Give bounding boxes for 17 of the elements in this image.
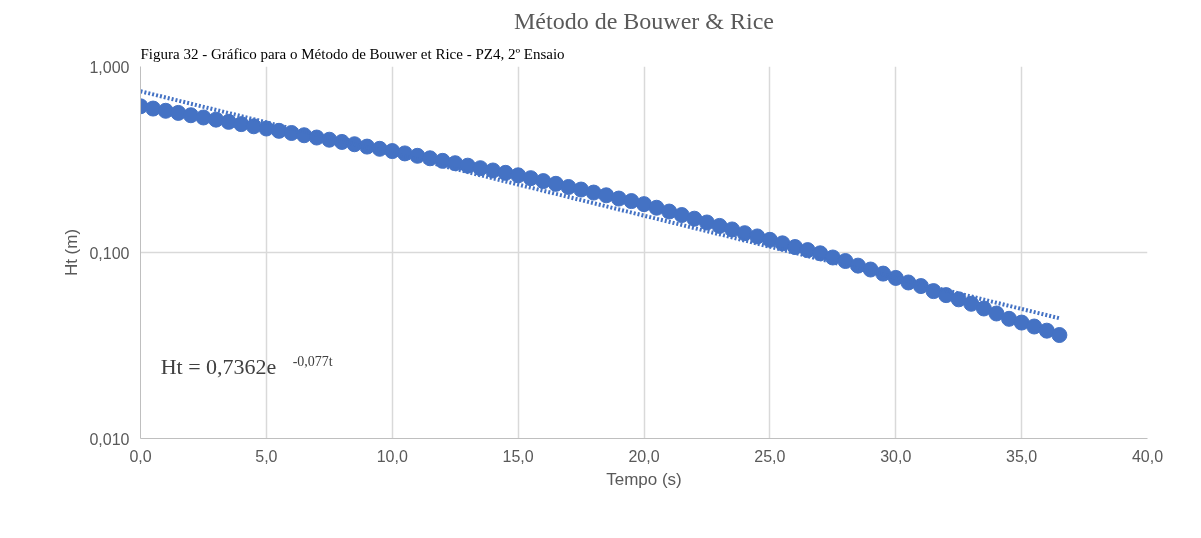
text: Figura 32 - Gráfico para o Método de Bouwer et Rice - PZ4, 2º Ensaio (140, 45, 565, 62)
x-tick-label: 35,0 (1006, 447, 1038, 465)
y-axis-title: Ht (m) (62, 228, 82, 277)
y-tick-label: 0,100 (89, 244, 130, 262)
x-tick-label: 5,0 (255, 447, 278, 465)
x-tick-label: 30,0 (880, 447, 912, 465)
y-tick-label: 1,000 (89, 58, 130, 76)
chart-title: Método de Bouwer & Rice (514, 7, 774, 34)
x-tick-label: 25,0 (754, 447, 786, 465)
x-tick-label: 40,0 (1131, 447, 1164, 465)
x-tick-label: 15,0 (502, 447, 534, 465)
y-tick-label: 0,010 (89, 430, 130, 448)
annotation: Ht = 0,7362e-0,077t (160, 353, 333, 379)
x-axis-title: Tempo (s) (606, 469, 682, 489)
x-tick-label: 10,0 (376, 447, 408, 465)
x-tick-label: 0,0 (129, 447, 152, 465)
x-tick-label: 20,0 (628, 447, 660, 465)
